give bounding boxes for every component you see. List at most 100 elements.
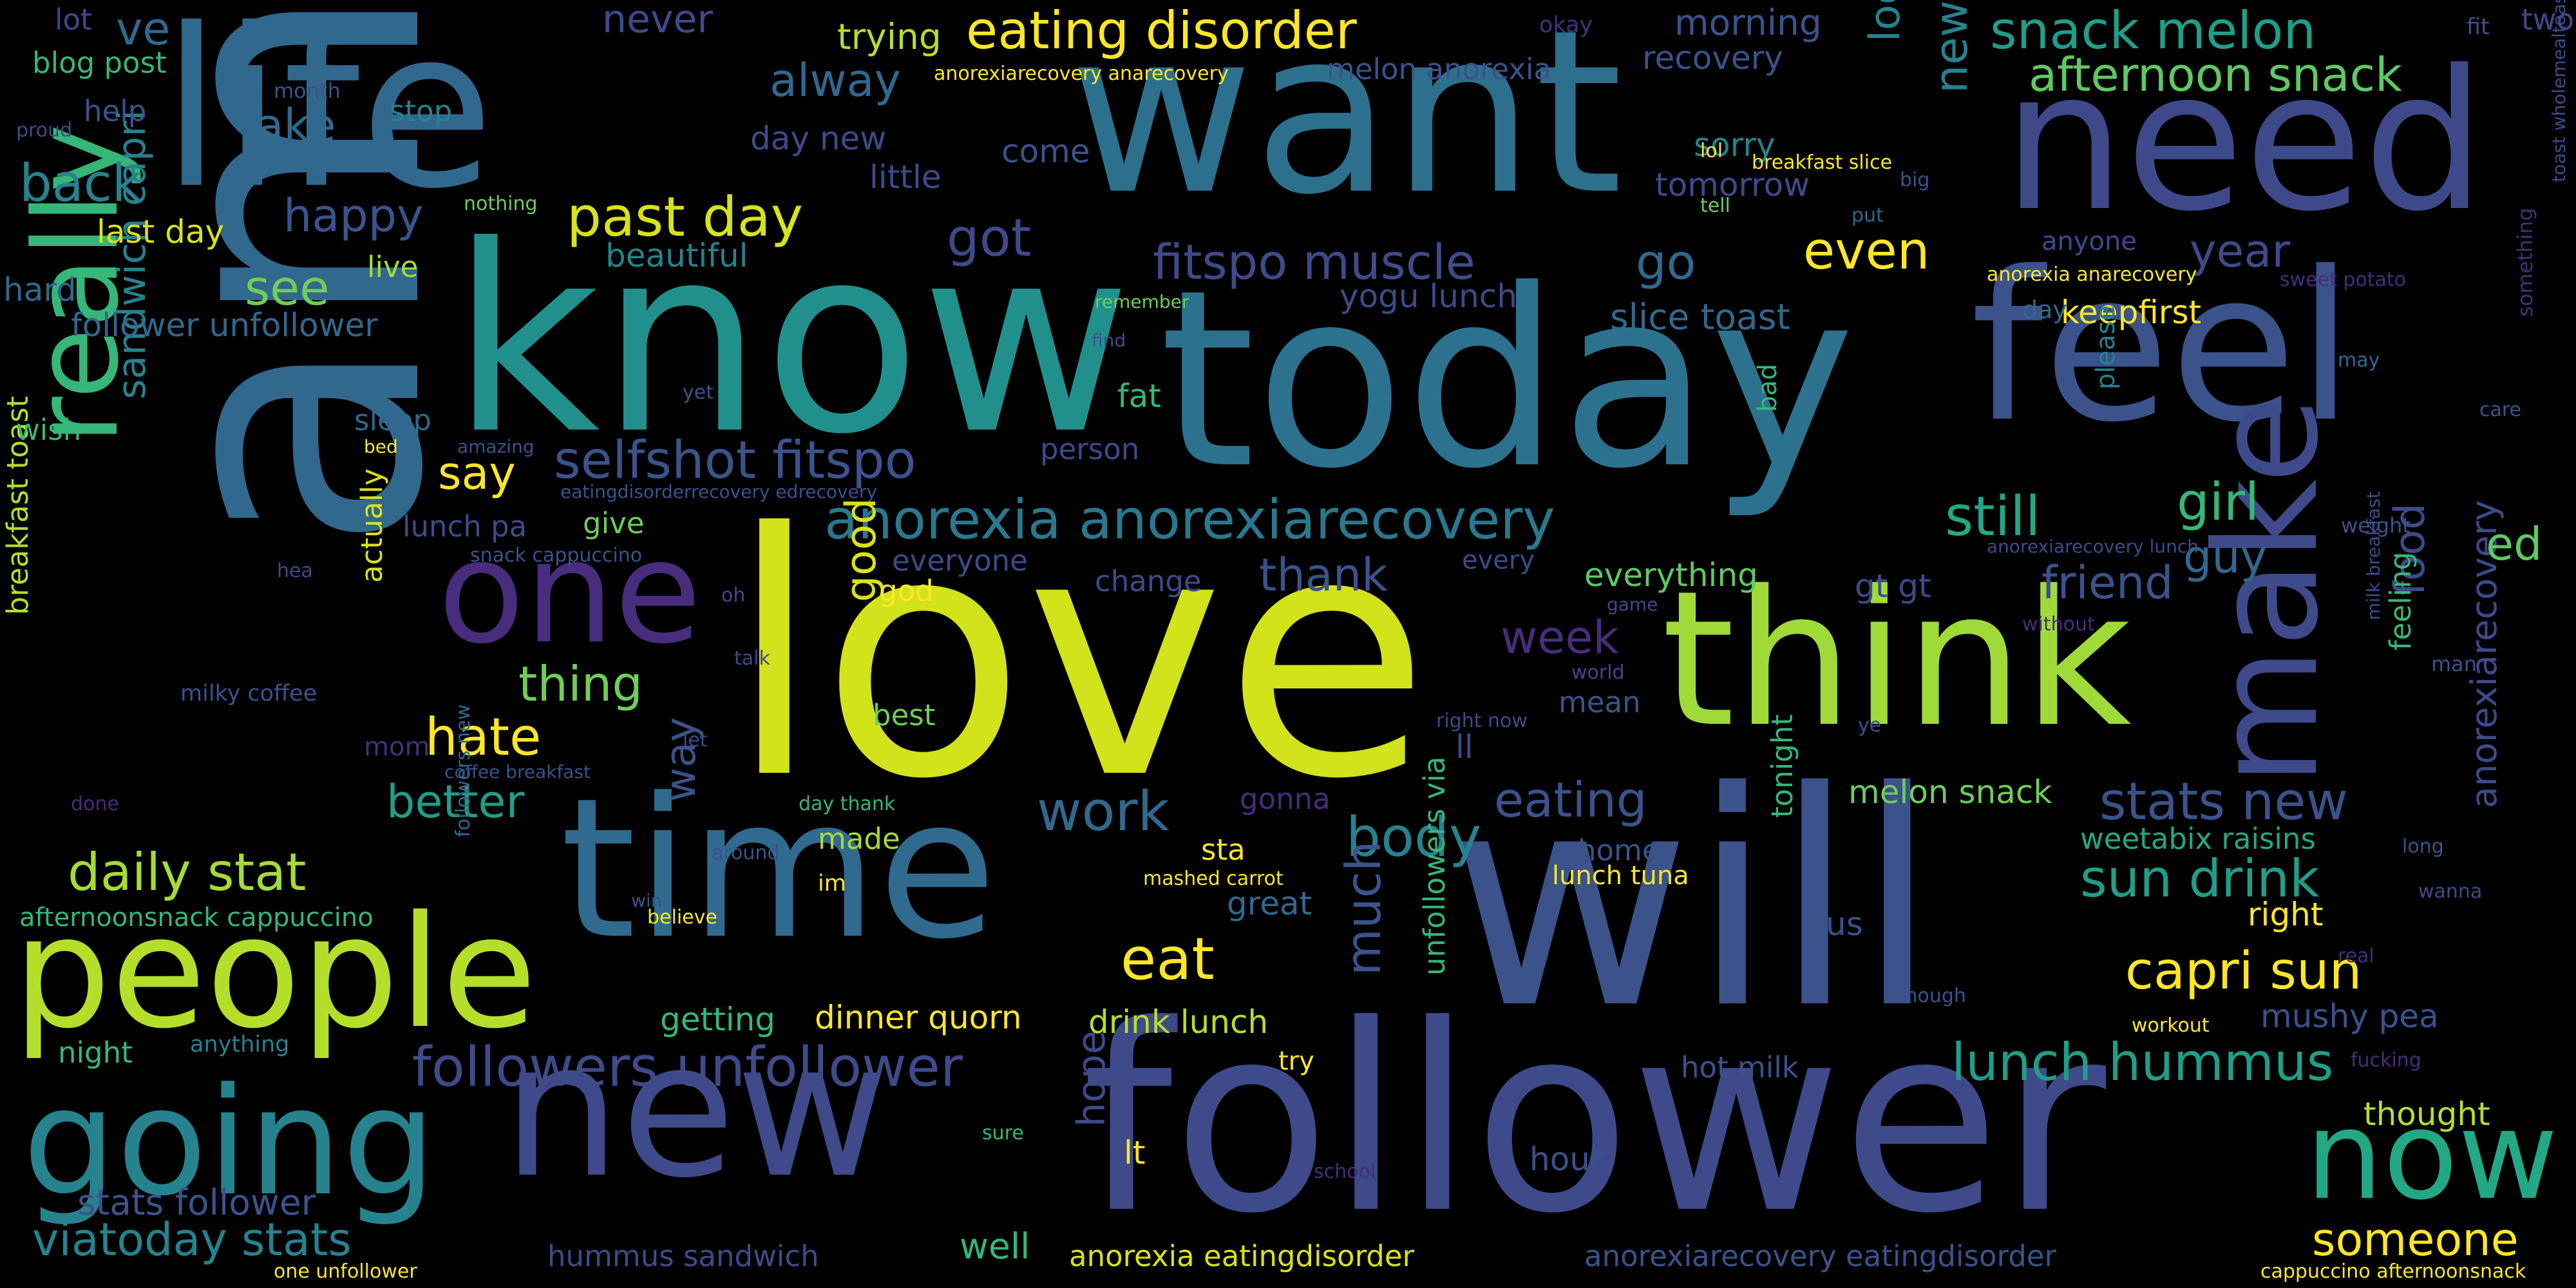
word-fitspo-muscle: fitspo muscle <box>1153 234 1475 290</box>
word-long: long <box>2402 835 2444 858</box>
word-day-new: day new <box>750 120 887 157</box>
word-lt: lt <box>1124 1134 1146 1171</box>
word-come: come <box>1001 133 1090 170</box>
word-fucking: fucking <box>2351 1049 2421 1072</box>
word-still: still <box>1945 485 2041 549</box>
word-tonight: tonight <box>1765 714 1799 818</box>
word-keepfirst: keepfirst <box>2061 294 2202 331</box>
word-sleep: sleep <box>354 403 431 437</box>
word-look: look <box>1861 0 1909 42</box>
word-big: big <box>1900 169 1930 191</box>
word-daily-stat: daily stat <box>68 842 307 902</box>
word-ve: ve <box>116 3 171 55</box>
word-even: even <box>1803 221 1930 281</box>
word-give: give <box>583 506 645 540</box>
word-new: new <box>502 1002 889 1219</box>
word-feel: feel <box>1971 228 2354 468</box>
word-drink-lunch: drink lunch <box>1088 1003 1269 1041</box>
word-wish: wish <box>16 413 82 447</box>
word-try: try <box>1278 1046 1314 1076</box>
word-best: best <box>873 698 936 732</box>
word-okay: okay <box>1539 12 1593 38</box>
word-afternoonsnack-cappuccino: afternoonsnack cappuccino <box>19 903 374 933</box>
word-selfshot-fitspo: selfshot fitspo <box>554 430 916 490</box>
word-go: go <box>1636 234 1696 290</box>
word-better: better <box>386 775 525 828</box>
word-now: now <box>2306 1084 2559 1227</box>
word-take: take <box>238 99 336 152</box>
word-happy: happy <box>283 189 424 242</box>
word-bad: bad <box>1753 363 1783 412</box>
word-life: life <box>161 0 495 237</box>
word-milky-coffee: milky coffee <box>180 681 317 706</box>
word-feeling: feeling <box>2383 551 2418 650</box>
word-anorexiarecovery-anarecovery: anorexiarecovery anarecovery <box>934 62 1229 85</box>
word-right: right <box>2248 896 2324 933</box>
word-afternoon-snack: afternoon snack <box>2029 48 2402 102</box>
word-us: us <box>1826 905 1863 943</box>
word-please: please <box>2091 305 2121 390</box>
word-care: care <box>2479 399 2522 421</box>
word-around: around <box>712 842 780 864</box>
word-snack-melon: snack melon <box>1990 1 2316 61</box>
word-much: much <box>1335 840 1392 976</box>
word-eatingdisorderrecovery-edrecovery: eatingdisorderrecovery edrecovery <box>560 481 877 502</box>
word-mushy-pea: mushy pea <box>2260 998 2439 1035</box>
word-followers-unfollower: followers unfollower <box>412 1036 963 1099</box>
word-bed: bed <box>364 436 398 457</box>
word-stats-follower: stats follower <box>77 1182 316 1223</box>
word-anorexiarecovery-lunch: anorexiarecovery lunch <box>1987 536 2199 557</box>
word-great: great <box>1227 885 1312 922</box>
word-gonna: gonna <box>1240 782 1331 816</box>
word-girl: girl <box>2177 472 2260 532</box>
word-hope: hope <box>1069 1030 1114 1127</box>
word-hea: hea <box>277 560 313 582</box>
word-last-day: last day <box>97 213 225 251</box>
word-say: say <box>438 447 516 500</box>
word-melon-snack: melon snack <box>1848 773 2052 811</box>
word-got: got <box>947 208 1032 268</box>
word-believe: believe <box>647 906 717 929</box>
word-nothing: nothing <box>464 193 538 215</box>
word-im: im <box>818 871 846 896</box>
word-viatoday-stats: viatoday stats <box>32 1213 352 1266</box>
word-make: make <box>2184 396 2349 786</box>
word-friend: friend <box>2041 556 2174 609</box>
word-people: people <box>13 882 537 1063</box>
word-made: made <box>818 822 900 856</box>
word-year: year <box>2190 225 2291 278</box>
word-may: may <box>2338 349 2380 372</box>
word-home: home <box>1578 833 1660 867</box>
word-thought: thought <box>2363 1095 2490 1133</box>
word-week: week <box>1501 611 1619 664</box>
word-fat: fat <box>1117 377 1161 415</box>
word-ye: ye <box>1858 714 1882 737</box>
word-stats-new: stats new <box>2099 772 2348 831</box>
word-snack-cappuccino: snack cappuccino <box>470 544 643 567</box>
word-good: good <box>837 497 886 602</box>
word-beautiful: beautiful <box>605 237 748 274</box>
word-man: man <box>2431 652 2477 676</box>
word-amazing: amazing <box>457 436 535 457</box>
word-sure: sure <box>982 1122 1024 1144</box>
word-enough: enough <box>1893 985 1966 1007</box>
word-unfollowers-via: unfollowers via <box>1417 756 1452 976</box>
word-slice-toast: slice toast <box>1610 296 1790 337</box>
word-actually: actually <box>355 468 389 583</box>
word-lunch-tuna: lunch tuna <box>1552 861 1689 891</box>
word-day: day <box>2022 296 2067 324</box>
word-anorexia-anorexiarecovery: anorexia anorexiarecovery <box>824 488 1555 552</box>
word-one-unfollower: one unfollower <box>274 1260 417 1283</box>
word-morning: morning <box>1674 2 1822 43</box>
word-every: every <box>1462 545 1535 575</box>
word-school: school <box>1314 1160 1376 1183</box>
word-yet: yet <box>683 381 714 404</box>
word-follower-unfollower: follower unfollower <box>71 307 378 344</box>
word-capri-sun: capri sun <box>2125 941 2362 1001</box>
word-anything: anything <box>190 1032 290 1057</box>
word-weetabix-raisins: weetabix raisins <box>2080 822 2316 856</box>
word-mashed-carrot: mashed carrot <box>1143 867 1283 890</box>
word-dinner-quorn: dinner quorn <box>815 999 1022 1036</box>
word-follower: follower <box>1082 971 2107 1270</box>
